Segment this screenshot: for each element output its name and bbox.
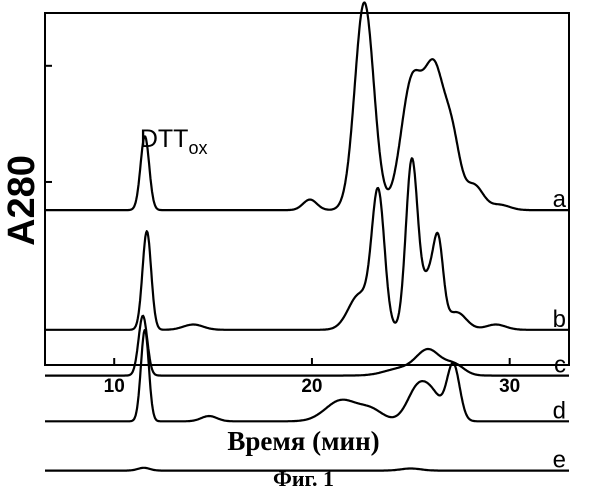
x-tick-label: 20 (301, 376, 322, 397)
x-tick-label: 30 (499, 376, 520, 397)
curve-label-d: d (553, 397, 566, 424)
figure-caption: Фиг. 1 (0, 466, 607, 492)
y-axis-label-box: A280 (0, 120, 44, 280)
curve-label-a: a (553, 186, 567, 213)
dtt-ox-annotation: DTTox (140, 125, 208, 158)
y-axis-ticks (45, 0, 52, 182)
chromatogram-curves (45, 3, 569, 471)
x-tick-label: 10 (104, 376, 125, 397)
curve-b (45, 158, 569, 329)
y-axis-label: A280 (1, 155, 44, 246)
curve-a (45, 3, 569, 211)
plot-frame (45, 13, 569, 365)
curve-label-b: b (553, 306, 566, 333)
x-axis-label: Время (мин) (0, 426, 607, 457)
